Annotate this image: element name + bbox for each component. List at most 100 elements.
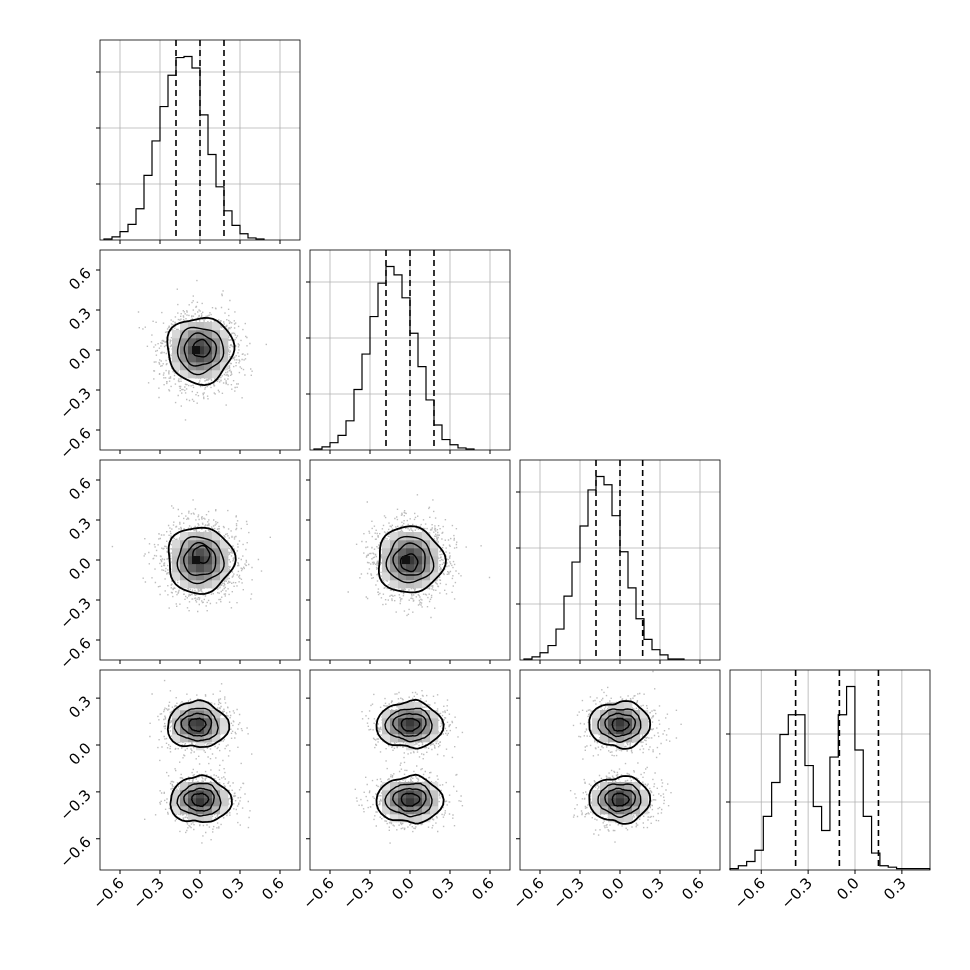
density-cell [390, 726, 399, 735]
density-cell [172, 572, 181, 581]
contour-line [188, 717, 207, 733]
density-cell [422, 726, 431, 735]
density-cell [406, 742, 415, 751]
density-cell [212, 354, 221, 363]
density-cell [212, 726, 221, 735]
density-cell [212, 322, 221, 331]
density-cell [640, 806, 649, 815]
density-cell [220, 330, 229, 339]
x-tick-label: −0.6 [89, 874, 127, 912]
density-cell [212, 798, 221, 807]
x-tick-label: −0.6 [731, 874, 769, 912]
density-cell [204, 370, 213, 379]
density-cell [430, 790, 439, 799]
y-tick-label: −0.3 [56, 384, 94, 422]
density-cell [196, 572, 205, 581]
density-cell [600, 726, 609, 735]
density-cell [430, 548, 439, 557]
histogram-panel-4 [729, 669, 931, 871]
density-cell [414, 814, 423, 823]
density-cell [640, 790, 649, 799]
contour-line [190, 792, 210, 808]
density-cell [180, 322, 189, 331]
density-cell [382, 710, 391, 719]
density-cell [430, 710, 439, 719]
contour-line [400, 553, 419, 573]
density-cell [390, 806, 399, 815]
density-cell [180, 532, 189, 541]
density-cell [430, 540, 439, 549]
contour-line [611, 792, 631, 807]
scatter-panel-1-3 [99, 459, 301, 661]
density-cell [204, 718, 213, 727]
density-cell [406, 556, 415, 565]
contour-line [166, 699, 231, 749]
density-cell [212, 806, 221, 815]
density-cell [430, 564, 439, 573]
density-cell [430, 734, 439, 743]
x-tick-label: 0.3 [880, 874, 910, 904]
density-cell [608, 790, 617, 799]
density-cell [196, 798, 205, 807]
density-cell [600, 798, 609, 807]
density-cell [204, 362, 213, 371]
density-cell [382, 548, 391, 557]
density-peak [402, 556, 410, 564]
density-cell [632, 718, 641, 727]
density-cell [422, 814, 431, 823]
x-tick-label: −0.3 [339, 874, 377, 912]
density-cell [220, 540, 229, 549]
y-tick-label: 0.6 [65, 264, 95, 294]
density-cell [592, 710, 601, 719]
density-cell [422, 790, 431, 799]
density-cell [414, 540, 423, 549]
contour-line [604, 787, 637, 813]
scatter-points [569, 670, 682, 843]
density-cell [414, 564, 423, 573]
density-cell [212, 362, 221, 371]
density-cell [382, 572, 391, 581]
density-cell [398, 532, 407, 541]
density-cell [180, 580, 189, 589]
density-cell [196, 556, 205, 565]
density-cell [196, 814, 205, 823]
density-cell [196, 322, 205, 331]
density-cell [188, 580, 197, 589]
density-cell [406, 782, 415, 791]
density-cell [624, 814, 633, 823]
density-cell [212, 532, 221, 541]
density-cell [616, 798, 625, 807]
density-cell [204, 702, 213, 711]
density-cell [382, 806, 391, 815]
contour-line [597, 783, 642, 819]
density-cell [390, 556, 399, 565]
x-tick-label: 0.3 [218, 874, 248, 904]
x-tick-label: −0.3 [129, 874, 167, 912]
contour-line [182, 542, 217, 577]
x-tick-label: 0.0 [833, 874, 863, 904]
density-cell [188, 572, 197, 581]
contour-line [588, 775, 652, 825]
density-cell [196, 734, 205, 743]
density-cell [390, 564, 399, 573]
contour-line [173, 707, 219, 742]
contour-line [400, 792, 421, 807]
density-cell [196, 718, 205, 727]
y-tick-label: 0.3 [65, 514, 95, 544]
density-cell [422, 556, 431, 565]
density-cell [430, 726, 439, 735]
density-cell [172, 346, 181, 355]
scatter-panel-1-2 [99, 249, 301, 451]
density-cell [204, 798, 213, 807]
density-cell [390, 710, 399, 719]
density-cell [406, 814, 415, 823]
density-cell [212, 790, 221, 799]
density-cell [592, 790, 601, 799]
y-tick-label: −0.6 [56, 833, 94, 871]
density-cell [616, 702, 625, 711]
density-cell [172, 798, 181, 807]
density-cell [172, 734, 181, 743]
density-cell [212, 564, 221, 573]
contour-line [400, 717, 421, 732]
density-cell [220, 718, 229, 727]
